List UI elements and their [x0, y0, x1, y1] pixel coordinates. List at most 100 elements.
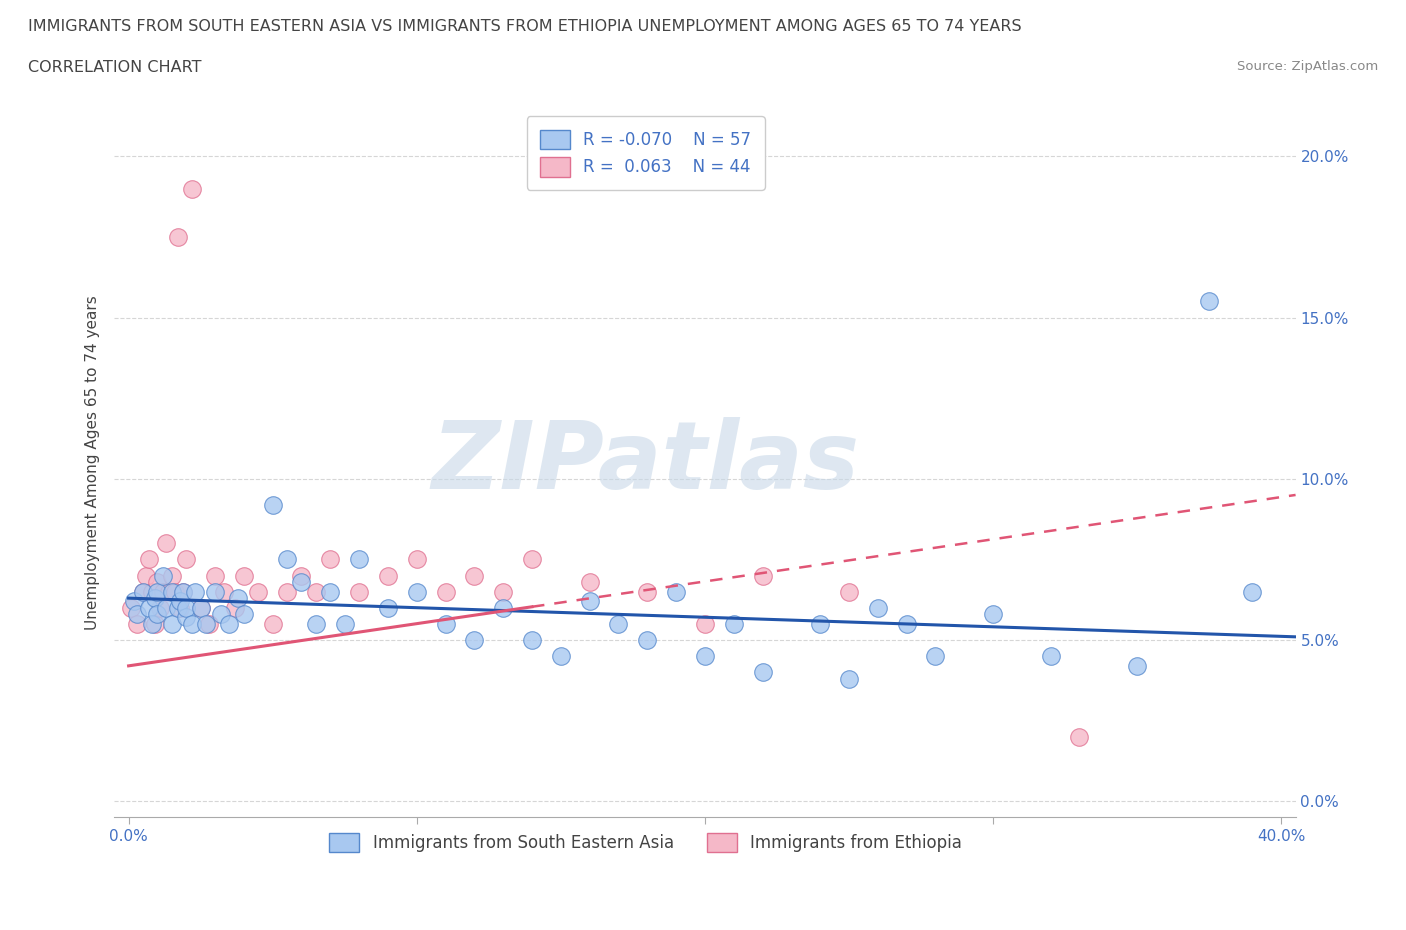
Point — [262, 498, 284, 512]
Point — [157, 584, 180, 599]
Point — [146, 575, 169, 590]
Point — [141, 584, 163, 599]
Point — [1198, 294, 1220, 309]
Text: CORRELATION CHART: CORRELATION CHART — [28, 60, 201, 75]
Text: Source: ZipAtlas.com: Source: ZipAtlas.com — [1237, 60, 1378, 73]
Point — [124, 594, 146, 609]
Y-axis label: Unemployment Among Ages 65 to 74 years: Unemployment Among Ages 65 to 74 years — [86, 296, 100, 631]
Point — [1126, 658, 1149, 673]
Point — [209, 606, 232, 621]
Point — [204, 584, 226, 599]
Point — [127, 606, 149, 621]
Point — [132, 584, 155, 599]
Point — [138, 552, 160, 567]
Point — [405, 552, 427, 567]
Point — [121, 601, 143, 616]
Point — [866, 601, 889, 616]
Point — [174, 552, 197, 567]
Point — [319, 584, 342, 599]
Point — [333, 617, 356, 631]
Point — [149, 601, 172, 616]
Point — [520, 632, 543, 647]
Point — [174, 601, 197, 616]
Point — [166, 601, 188, 616]
Text: IMMIGRANTS FROM SOUTH EASTERN ASIA VS IMMIGRANTS FROM ETHIOPIA UNEMPLOYMENT AMON: IMMIGRANTS FROM SOUTH EASTERN ASIA VS IM… — [28, 19, 1022, 33]
Point — [492, 584, 515, 599]
Point — [520, 552, 543, 567]
Point — [723, 617, 745, 631]
Point — [463, 632, 485, 647]
Point — [160, 617, 183, 631]
Point — [132, 584, 155, 599]
Point — [160, 584, 183, 599]
Point — [838, 671, 860, 686]
Point — [138, 601, 160, 616]
Point — [319, 552, 342, 567]
Point — [190, 601, 212, 616]
Point — [981, 606, 1004, 621]
Point — [135, 568, 157, 583]
Point — [169, 601, 191, 616]
Point — [607, 617, 630, 631]
Point — [181, 181, 204, 196]
Point — [305, 584, 328, 599]
Point — [174, 610, 197, 625]
Point — [305, 617, 328, 631]
Point — [347, 552, 370, 567]
Point — [434, 617, 457, 631]
Point — [434, 584, 457, 599]
Point — [550, 649, 572, 664]
Point — [247, 584, 270, 599]
Point — [146, 584, 169, 599]
Point — [232, 606, 254, 621]
Point — [492, 601, 515, 616]
Point — [169, 594, 191, 609]
Point — [190, 601, 212, 616]
Point — [290, 575, 312, 590]
Point — [636, 584, 658, 599]
Point — [693, 617, 716, 631]
Point — [232, 568, 254, 583]
Point — [172, 584, 194, 599]
Point — [578, 575, 600, 590]
Point — [751, 665, 773, 680]
Point — [463, 568, 485, 583]
Point — [127, 617, 149, 631]
Point — [347, 584, 370, 599]
Point — [665, 584, 688, 599]
Point — [224, 601, 246, 616]
Point — [751, 568, 773, 583]
Point — [896, 617, 918, 631]
Point — [405, 584, 427, 599]
Point — [636, 632, 658, 647]
Point — [276, 584, 298, 599]
Point — [172, 584, 194, 599]
Point — [160, 568, 183, 583]
Point — [141, 617, 163, 631]
Point — [212, 584, 235, 599]
Point — [155, 601, 177, 616]
Point — [163, 584, 186, 599]
Point — [166, 230, 188, 245]
Point — [693, 649, 716, 664]
Point — [1241, 584, 1264, 599]
Point — [290, 568, 312, 583]
Point — [924, 649, 946, 664]
Point — [578, 594, 600, 609]
Point — [198, 617, 221, 631]
Point — [152, 584, 174, 599]
Point — [155, 536, 177, 551]
Point — [377, 601, 399, 616]
Point — [808, 617, 831, 631]
Point — [838, 584, 860, 599]
Point — [204, 568, 226, 583]
Point — [226, 591, 249, 605]
Point — [181, 617, 204, 631]
Point — [218, 617, 240, 631]
Text: ZIPatlas: ZIPatlas — [432, 417, 860, 509]
Point — [377, 568, 399, 583]
Point — [152, 568, 174, 583]
Point — [195, 617, 218, 631]
Point — [262, 617, 284, 631]
Point — [146, 606, 169, 621]
